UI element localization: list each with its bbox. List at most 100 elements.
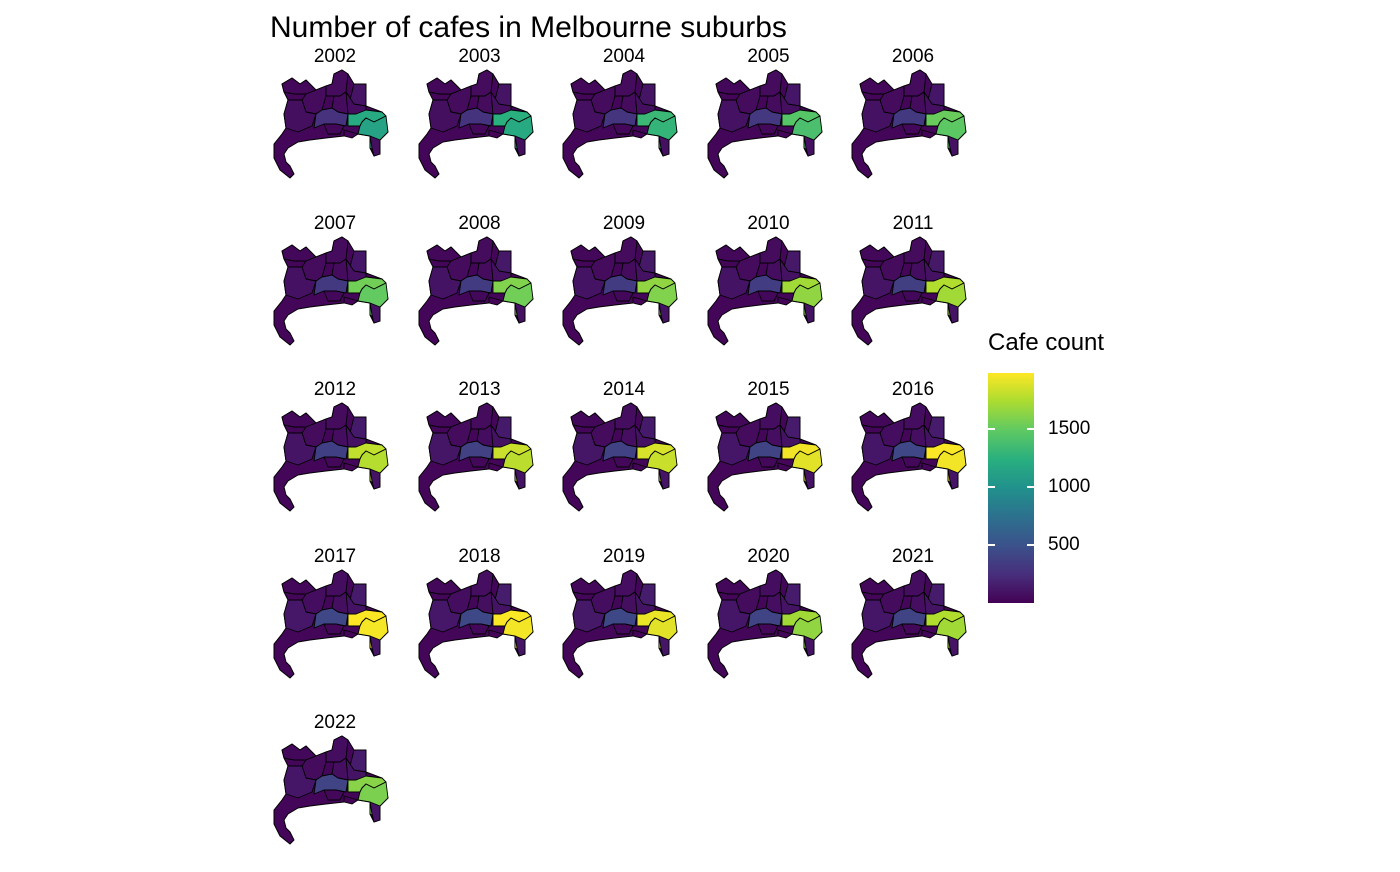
suburb-region-r6 [283, 432, 317, 466]
suburb-region-r7 [458, 107, 493, 129]
suburb-region-r3 [614, 402, 638, 430]
suburb-region-r12 [777, 129, 792, 139]
facet-year-label: 2006 [891, 46, 935, 67]
suburb-region-r3 [903, 236, 927, 263]
suburb-region-r6 [717, 99, 750, 133]
facet-year-label: 2012 [313, 379, 357, 400]
suburb-region-r3 [325, 569, 349, 596]
suburb-region-r3 [759, 569, 782, 596]
suburb-region-r3 [325, 735, 349, 763]
suburb-region-r12 [777, 296, 792, 305]
suburb-region-r7 [313, 607, 349, 628]
suburb-region-r6 [572, 266, 606, 299]
facet-year-label: 2016 [891, 379, 935, 400]
suburb-region-r10 [357, 615, 389, 654]
suburb-region-r12 [488, 629, 503, 638]
facet-panel-2013: 2013 [415, 379, 555, 539]
suburb-region-r6 [283, 765, 317, 799]
suburb-region-r10 [357, 282, 389, 321]
suburb-region-r6 [283, 99, 317, 133]
suburb-region-r3 [759, 69, 782, 97]
suburb-region-r11 [757, 456, 778, 468]
facet-panel-2007: 2007 [270, 213, 410, 373]
suburb-region-r7 [891, 607, 927, 628]
facet-panel-2021: 2021 [848, 546, 988, 706]
suburb-region-r12 [343, 462, 359, 472]
suburb-region-r12 [921, 462, 937, 472]
facet-panel-2012: 2012 [270, 379, 410, 539]
suburb-region-r6 [861, 599, 895, 632]
facet-year-label: 2005 [747, 46, 790, 67]
facet-panel-2016: 2016 [848, 379, 988, 539]
suburb-region-r6 [283, 266, 317, 299]
suburb-region-r7 [602, 440, 638, 462]
suburb-region-r7 [602, 607, 638, 628]
facet-year-label: 2015 [747, 379, 790, 400]
suburb-region-r3 [470, 569, 493, 596]
suburb-region-r11 [612, 123, 634, 135]
suburb-region-r13 [658, 635, 670, 656]
suburb-region-r10 [791, 282, 822, 321]
suburb-region-r11 [323, 623, 345, 634]
suburb-region-r3 [614, 69, 638, 97]
suburb-map [562, 569, 678, 678]
suburb-region-r7 [891, 107, 927, 129]
suburb-region-r3 [325, 402, 349, 430]
suburb-map [273, 236, 389, 345]
suburb-region-r7 [458, 274, 493, 295]
facet-year-label: 2021 [891, 545, 935, 567]
suburb-region-r11 [468, 456, 489, 468]
suburb-region-r10 [791, 448, 822, 488]
suburb-region-r13 [514, 135, 525, 157]
suburb-region-r11 [612, 290, 634, 301]
suburb-region-r11 [901, 623, 923, 634]
suburb-region-r11 [901, 123, 923, 135]
suburb-region-r13 [369, 302, 381, 323]
facet-year-label: 2022 [313, 712, 357, 733]
suburb-region-r11 [323, 123, 345, 135]
suburb-region-r11 [757, 123, 778, 135]
suburb-region-r12 [632, 462, 648, 472]
suburb-region-r6 [283, 599, 317, 632]
legend-tick-label: 1000 [1048, 476, 1091, 498]
suburb-region-r10 [791, 615, 822, 654]
facet-panel-2002: 2002 [270, 46, 410, 206]
facet-year-label: 2013 [458, 379, 501, 400]
suburb-region-r10 [646, 448, 678, 488]
suburb-region-r13 [947, 635, 959, 656]
suburb-region-r3 [759, 236, 782, 263]
suburb-region-r7 [458, 440, 493, 462]
suburb-region-r3 [759, 402, 782, 430]
suburb-map [273, 735, 389, 845]
facet-year-label: 2011 [892, 212, 934, 234]
facet-panel-2014: 2014 [559, 379, 699, 539]
suburb-region-r6 [717, 266, 750, 299]
suburb-region-r10 [646, 615, 678, 654]
facet-panel-2015: 2015 [704, 379, 844, 539]
suburb-region-r10 [502, 615, 533, 654]
suburb-region-r12 [632, 129, 648, 139]
facet-panel-2022: 2022 [270, 712, 410, 872]
suburb-region-r13 [369, 468, 381, 490]
suburb-region-r6 [861, 432, 895, 466]
suburb-region-r13 [947, 302, 959, 323]
suburb-region-r11 [612, 623, 634, 634]
suburb-region-r11 [468, 623, 489, 634]
legend-colorbar [988, 373, 1034, 603]
suburb-region-r3 [614, 569, 638, 596]
suburb-region-r3 [614, 236, 638, 263]
suburb-region-r6 [428, 266, 461, 299]
facet-panel-2005: 2005 [704, 46, 844, 206]
suburb-region-r10 [502, 448, 533, 488]
facet-panel-2018: 2018 [415, 546, 555, 706]
suburb-map [851, 69, 967, 179]
suburb-region-r7 [602, 274, 638, 295]
suburb-region-r10 [791, 115, 822, 155]
suburb-map [562, 402, 678, 512]
facet-panel-2004: 2004 [559, 46, 699, 206]
facet-panel-2011: 2011 [848, 213, 988, 373]
suburb-region-r13 [369, 135, 381, 157]
suburb-map [418, 69, 533, 179]
suburb-region-r13 [803, 302, 814, 323]
